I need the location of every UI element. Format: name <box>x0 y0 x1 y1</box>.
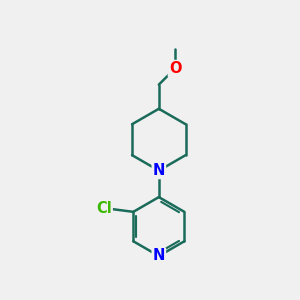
Text: N: N <box>153 163 165 178</box>
Text: Cl: Cl <box>96 201 112 216</box>
Text: N: N <box>153 248 165 263</box>
Text: O: O <box>169 61 181 76</box>
